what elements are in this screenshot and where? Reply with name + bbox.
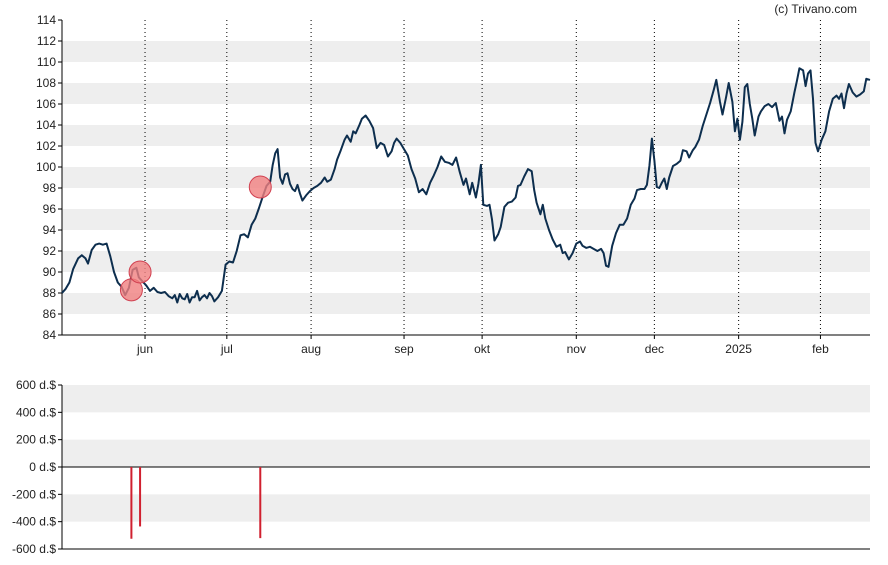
y-tick-label: 114 [37, 13, 56, 27]
x-tick-label: nov [567, 342, 586, 356]
y-tick-label: -200 d.$ [12, 487, 56, 501]
y-tick-label: 98 [43, 181, 57, 195]
volume-chart-panel: 600 d.$ 400 d.$ 200 d.$ 0 d.$ -200 d.$ -400 d… [12, 378, 870, 556]
y-tick-label: 100 [36, 160, 56, 174]
price-line [61, 67, 871, 304]
grid-band [62, 439, 870, 467]
grid-band [62, 209, 870, 230]
x-tick-label: feb [812, 342, 829, 356]
grid-band [62, 494, 870, 522]
y-tick-label: -600 d.$ [12, 542, 56, 556]
grid-band [62, 83, 870, 104]
x-tick-label: aug [301, 342, 321, 356]
y-tick-label: 110 [37, 55, 56, 69]
x-tick-label: sep [394, 342, 414, 356]
y-tick-label: 104 [36, 118, 56, 132]
y-tick-label: 102 [36, 139, 56, 153]
trade-marker [248, 175, 272, 199]
y-tick-label: 90 [43, 265, 57, 279]
price-chart-panel: 84 86 88 90 92 94 96 98 100 102 104 106 108 110 112 114… [36, 13, 871, 356]
y-tick-label: 84 [43, 328, 57, 342]
y-tick-label: 106 [36, 97, 56, 111]
grid-band [62, 125, 870, 146]
x-tick-label: jun [136, 342, 153, 356]
y-tick-label: 94 [43, 223, 57, 237]
y-tick-label: 96 [43, 202, 57, 216]
trade-marker [128, 260, 152, 284]
y-tick-label: 400 d.$ [16, 405, 56, 419]
y-tick-label: 88 [43, 286, 57, 300]
y-tick-label: 108 [36, 76, 56, 90]
y-tick-label: 600 d.$ [16, 378, 56, 392]
grid-band [62, 293, 870, 314]
grid-band [62, 251, 870, 272]
y-tick-label: -400 d.$ [12, 515, 56, 529]
x-tick-label: jul [220, 342, 233, 356]
y-tick-label: 200 d.$ [16, 433, 56, 447]
x-tick-label: okt [474, 342, 491, 356]
copyright-credit: (c) Trivano.com [774, 2, 857, 16]
y-tick-label: 0 d.$ [29, 460, 56, 474]
x-tick-label: dec [645, 342, 664, 356]
y-tick-label: 86 [43, 307, 57, 321]
grid-band [62, 41, 870, 62]
x-tick-label: 2025 [725, 342, 752, 356]
grid-band [62, 385, 870, 413]
y-tick-label: 92 [43, 244, 57, 258]
y-tick-label: 112 [37, 34, 56, 48]
